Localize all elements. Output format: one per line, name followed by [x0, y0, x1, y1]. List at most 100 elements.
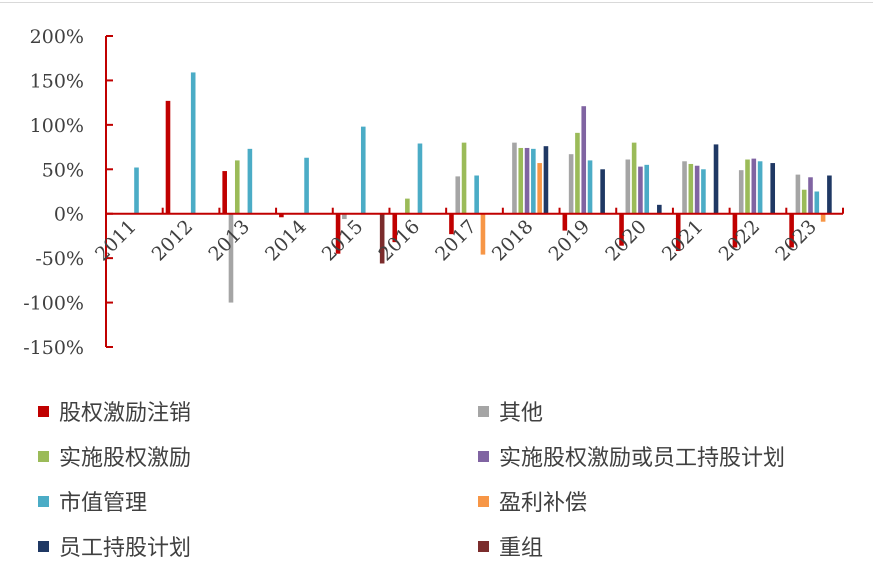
x-tick-label: 2018: [488, 216, 538, 266]
legend-label: 重组: [499, 536, 544, 561]
x-tick-label: 2014: [261, 216, 311, 266]
bar: [342, 213, 347, 220]
bar: [631, 142, 637, 214]
bar: [335, 213, 341, 254]
bar: [304, 157, 309, 214]
bar: [480, 213, 486, 255]
bar: [619, 213, 624, 246]
legend-swatch: [38, 495, 49, 507]
bar: [738, 170, 744, 214]
x-tick-label: 2011: [91, 216, 141, 266]
bar: [531, 148, 536, 214]
bar: [405, 198, 410, 214]
bar: [801, 189, 807, 214]
legend-swatch: [478, 495, 489, 507]
bar: [562, 213, 568, 231]
bar: [675, 213, 681, 252]
legend-label: 员工持股计划: [59, 536, 192, 561]
legend-label: 盈利补偿: [499, 491, 588, 516]
x-tick-label: 2019: [545, 216, 595, 266]
bar: [165, 100, 171, 214]
legend-item-其他: 其他: [478, 395, 543, 427]
bar: [222, 171, 227, 214]
x-tick-label: 2015: [318, 216, 368, 266]
legend-item-股权激励注销: 股权激励注销: [38, 395, 191, 427]
bar: [600, 169, 605, 214]
x-tick-label: 2020: [601, 216, 651, 266]
bar: [820, 213, 826, 222]
bar: [682, 161, 687, 214]
bar: [575, 132, 580, 214]
legend-swatch: [38, 405, 49, 417]
bar-chart: 200% 150% 100% 50% 0% -50% -100% -150% 2011 2012 2…: [23, 26, 844, 359]
bar: [757, 161, 763, 214]
bar: [455, 176, 461, 214]
bar: [379, 213, 385, 264]
legend-swatch: [478, 450, 489, 462]
bar: [751, 158, 757, 214]
x-tick-label: 2017: [431, 216, 481, 266]
bar: [228, 213, 234, 303]
y-tick-label: -150%: [23, 337, 84, 359]
bar: [190, 72, 196, 214]
legend-swatch: [478, 540, 489, 552]
legend-label: 市值管理: [59, 491, 148, 516]
y-tick-label: 150%: [30, 70, 84, 92]
bar: [134, 167, 139, 214]
x-tick-label: 2023: [771, 216, 821, 266]
y-tick-label: 100%: [30, 115, 84, 137]
y-tick-label: 50%: [42, 159, 84, 181]
bar: [732, 213, 738, 248]
bar: [518, 147, 524, 214]
bar: [814, 191, 820, 214]
legend-swatch: [38, 450, 49, 462]
bar: [360, 126, 366, 214]
bar: [537, 163, 542, 214]
axes-group: [105, 35, 844, 348]
y-tick-label: -50%: [35, 248, 84, 270]
top-border-line: [0, 2, 873, 3]
bar: [827, 175, 832, 214]
bar: [279, 213, 284, 218]
bar: [644, 164, 650, 214]
bar: [449, 213, 454, 235]
legend-label: 实施股权激励: [59, 446, 192, 471]
bar: [543, 146, 549, 214]
bar: [795, 174, 801, 214]
bar: [688, 163, 694, 214]
bar: [417, 143, 423, 214]
bar: [461, 142, 467, 214]
bar: [524, 147, 530, 214]
y-tick-label: 0%: [54, 204, 84, 226]
bar: [638, 166, 643, 214]
bar: [808, 177, 813, 214]
bar: [392, 213, 398, 243]
bars-group: [134, 72, 832, 303]
legend-label: 实施股权激励或员工持股计划: [499, 446, 786, 471]
bar: [701, 169, 706, 214]
bar: [789, 213, 794, 248]
bar: [713, 144, 719, 214]
bar: [234, 160, 240, 214]
legend-label: 股权激励注销: [59, 401, 192, 426]
legend-item-盈利补偿: 盈利补偿: [478, 485, 587, 517]
bar: [625, 159, 631, 214]
bar: [770, 163, 776, 214]
legend-item-市值管理: 市值管理: [38, 485, 147, 517]
y-tick-label: 200%: [30, 26, 84, 48]
legend-item-实施股权激励或员工持股计划: 实施股权激励或员工持股计划: [478, 440, 785, 472]
legend-swatch: [478, 405, 489, 417]
bar: [587, 160, 593, 214]
legend-label: 其他: [499, 401, 544, 426]
bar: [694, 165, 700, 214]
x-tick-label: 2022: [715, 216, 765, 266]
bar: [745, 159, 750, 214]
bar: [657, 204, 662, 214]
legend-item-重组: 重组: [478, 530, 543, 562]
bar: [512, 142, 517, 214]
legend-item-员工持股计划: 员工持股计划: [38, 530, 191, 562]
legend-item-实施股权激励: 实施股权激励: [38, 440, 191, 472]
x-tick-label: 2012: [148, 216, 198, 266]
bar: [581, 106, 587, 214]
y-tick-label: -100%: [23, 293, 84, 315]
